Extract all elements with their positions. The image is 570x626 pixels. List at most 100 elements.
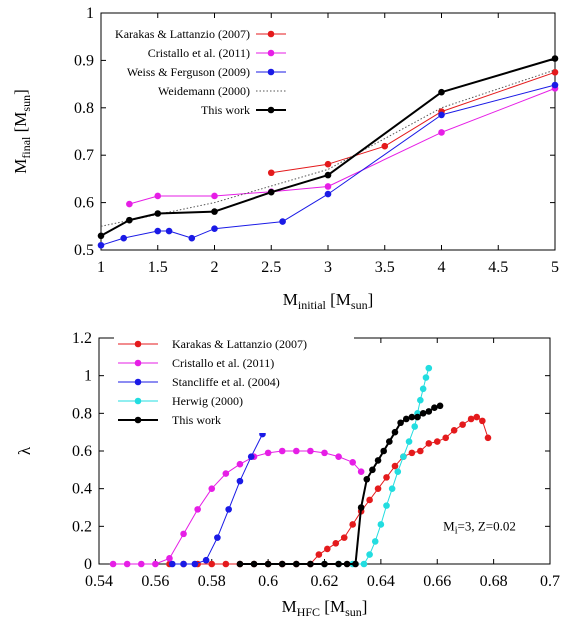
legend-swatch-marker [267, 49, 275, 57]
data-point [383, 474, 390, 481]
data-point [383, 502, 390, 509]
data-point [450, 426, 458, 434]
data-point [191, 560, 199, 568]
data-point [180, 530, 187, 538]
legend-label: Herwig (2000) [172, 394, 243, 408]
x-tick-label: 3.5 [375, 259, 395, 276]
data-point [374, 485, 382, 492]
data-point [208, 485, 216, 492]
data-point [377, 521, 385, 528]
legend-label: This work [201, 103, 250, 117]
data-point [211, 225, 218, 232]
data-point [188, 234, 196, 242]
y-tick-label: 0 [84, 556, 92, 573]
x-tick-label: 2.5 [261, 259, 281, 276]
y-axis-label: Mfinal [Msun] [11, 89, 33, 174]
legend: Karakas & Lattanzio (2007) Cristallo et a… [114, 332, 354, 433]
legend-label: Cristallo et al. (2011) [172, 356, 274, 370]
x-tick-label: 4 [438, 259, 446, 276]
data-point [278, 560, 286, 568]
data-point [264, 560, 272, 568]
data-point [408, 413, 416, 421]
data-point [551, 81, 559, 89]
data-point [360, 560, 368, 568]
data-point [324, 160, 332, 168]
data-point [479, 417, 486, 425]
x-tick-label: 0.54 [85, 573, 113, 590]
data-point [267, 169, 275, 177]
series-3 [97, 81, 559, 249]
x-tick-label: 0.68 [480, 573, 508, 590]
y-tick-label: 0.4 [72, 481, 92, 498]
data-point [208, 560, 216, 568]
data-point [405, 438, 413, 445]
data-point [371, 538, 379, 545]
series-line [100, 57, 556, 237]
series-1 [267, 68, 559, 177]
data-point [402, 415, 410, 423]
data-point [324, 545, 331, 553]
y-tick-label: 0.6 [74, 195, 94, 212]
data-point [408, 449, 416, 457]
data-point [386, 438, 393, 445]
series-line [100, 69, 556, 227]
data-point [551, 55, 559, 62]
legend-swatch-marker [267, 68, 275, 76]
data-point [388, 485, 396, 492]
data-point [366, 496, 373, 504]
data-point [154, 210, 162, 217]
data-point [307, 560, 314, 568]
data-point [400, 453, 407, 460]
x-tick-label: 5 [551, 259, 559, 276]
data-point [168, 560, 176, 568]
data-point [324, 171, 332, 179]
legend-swatch-marker [134, 359, 142, 367]
data-point [380, 447, 387, 455]
data-point [411, 423, 419, 430]
data-point [425, 408, 433, 415]
legend-swatch-marker [134, 416, 142, 424]
x-tick-label: 4.5 [488, 259, 508, 276]
data-point [264, 449, 272, 457]
data-point [349, 459, 356, 466]
data-point [211, 192, 218, 200]
data-point [97, 241, 105, 249]
data-point [315, 551, 323, 558]
y-tick-label: 1 [84, 368, 92, 385]
legend-swatch-marker [134, 397, 142, 405]
data-point [417, 396, 424, 404]
series-5 [97, 55, 559, 240]
data-point [126, 200, 133, 208]
x-tick-label: 0.64 [367, 573, 395, 590]
data-point [425, 364, 433, 372]
x-axis-label: MHFC [Msun] [282, 597, 368, 619]
data-point [419, 410, 427, 417]
series-line [271, 71, 556, 174]
data-point [431, 404, 438, 411]
data-point [394, 468, 402, 476]
data-point [154, 192, 162, 200]
data-point [381, 142, 389, 150]
data-point [236, 560, 244, 568]
data-point [137, 560, 145, 568]
data-point [194, 506, 201, 513]
legend-label: Karakas & Lattanzio (2007) [172, 337, 307, 351]
data-point [335, 560, 342, 568]
data-point [422, 374, 430, 381]
data-point [165, 227, 173, 235]
x-tick-label: 0.7 [540, 573, 560, 590]
legend-label: Weiss & Ferguson (2009) [127, 65, 250, 79]
legend-label: Cristallo et al. (2011) [148, 46, 250, 60]
legend-swatch-marker [134, 340, 142, 348]
legend-label: Weidemann (2000) [158, 84, 250, 98]
data-point [222, 470, 230, 477]
data-point [340, 534, 348, 541]
data-point [321, 449, 328, 457]
data-point [391, 462, 399, 470]
data-point [425, 440, 433, 447]
data-point [126, 216, 133, 224]
data-point [484, 434, 492, 442]
data-point [236, 460, 244, 468]
y-tick-label: 1 [86, 5, 94, 22]
data-point [247, 453, 255, 460]
